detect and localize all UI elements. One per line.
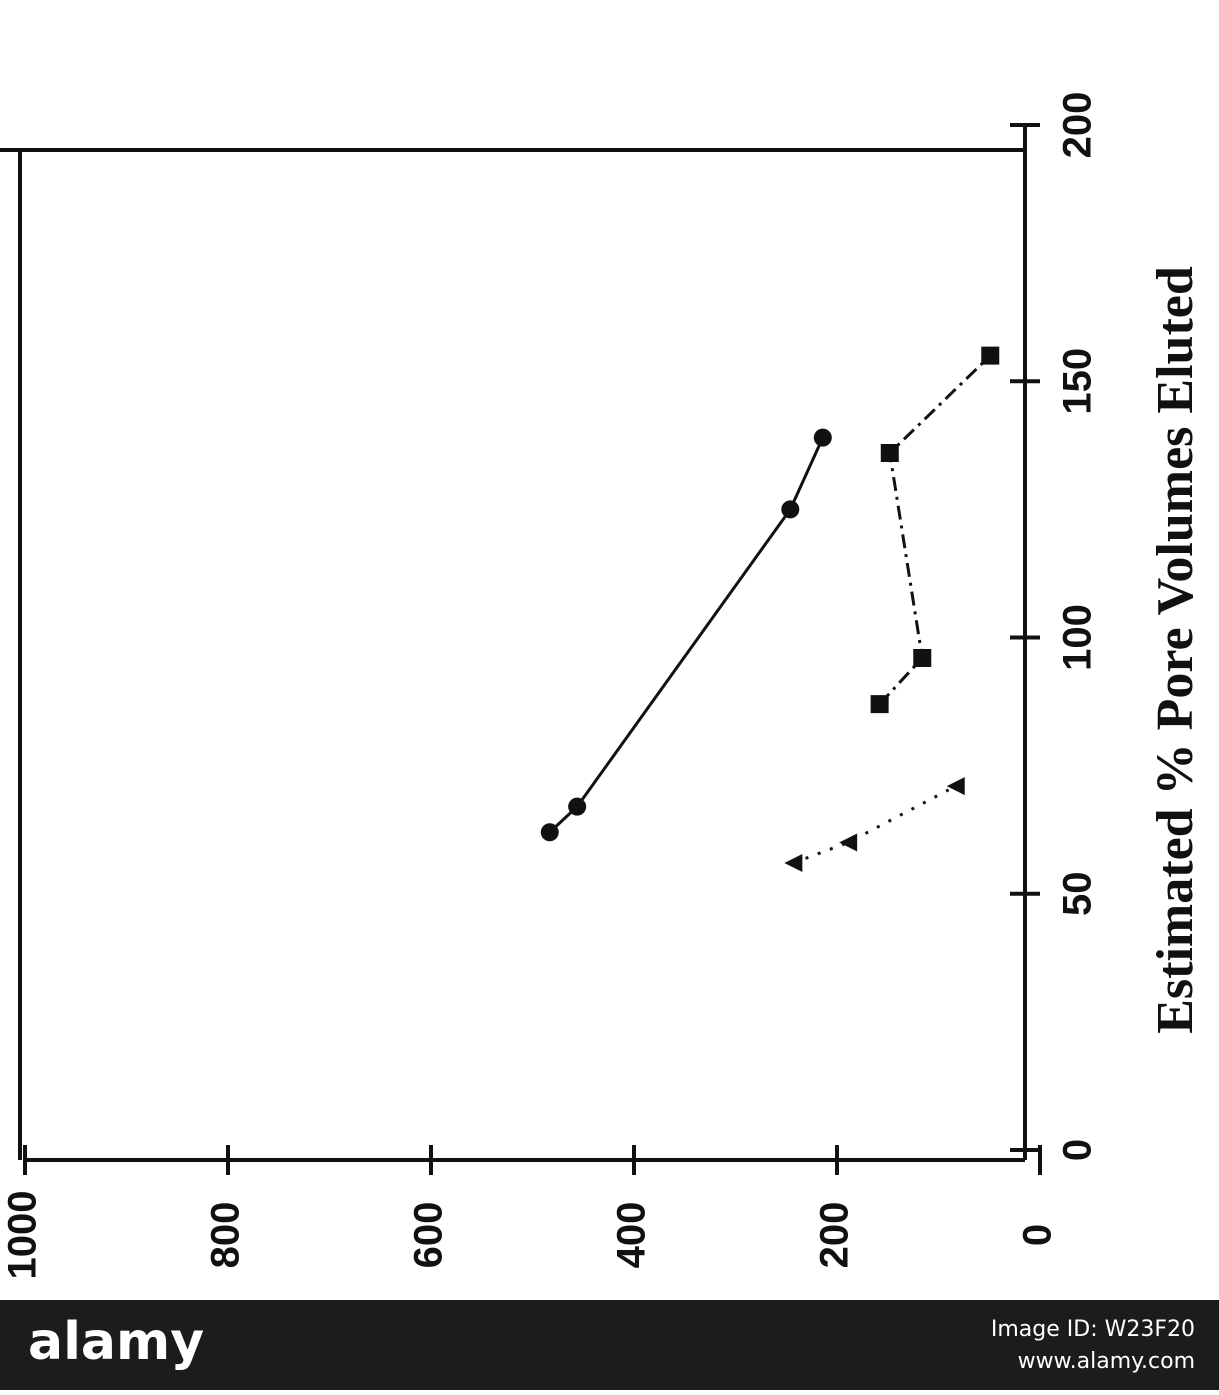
point: [870, 695, 889, 714]
y-tick-label: 600: [407, 1202, 451, 1269]
background: [0, 0, 1219, 1300]
y-tick-label: 400: [610, 1202, 654, 1269]
watermark-brand: alamy: [28, 1312, 204, 1372]
x-tick-label: 0: [1056, 1139, 1100, 1161]
point: [540, 823, 559, 842]
point: [781, 500, 800, 519]
point: [813, 428, 832, 447]
point: [839, 833, 858, 852]
point: [913, 649, 932, 667]
point: [568, 797, 587, 816]
point: [784, 854, 803, 872]
y-tick-label: 800: [204, 1202, 248, 1269]
series-line: [878, 354, 992, 706]
x-tick-label: 200: [1056, 92, 1100, 159]
watermark-bar: [0, 1300, 1219, 1390]
series-line: [548, 437, 825, 834]
y-tick-label: 0: [1016, 1224, 1060, 1246]
x-tick-label: 50: [1056, 872, 1100, 917]
point: [946, 777, 965, 796]
point: [880, 444, 899, 462]
y-tick-label: 200: [813, 1202, 857, 1269]
watermark-url: www.alamy.com: [1018, 1349, 1195, 1374]
y-tick-label: 1000: [1, 1191, 45, 1280]
watermark-id: Image ID: W23F20: [991, 1317, 1195, 1342]
point: [981, 346, 1000, 365]
x-tick-label: 100: [1056, 604, 1100, 671]
x-tick-label: 150: [1056, 348, 1100, 415]
x-axis-title: Estimated % Pore Volumes Eluted: [1147, 266, 1204, 1034]
